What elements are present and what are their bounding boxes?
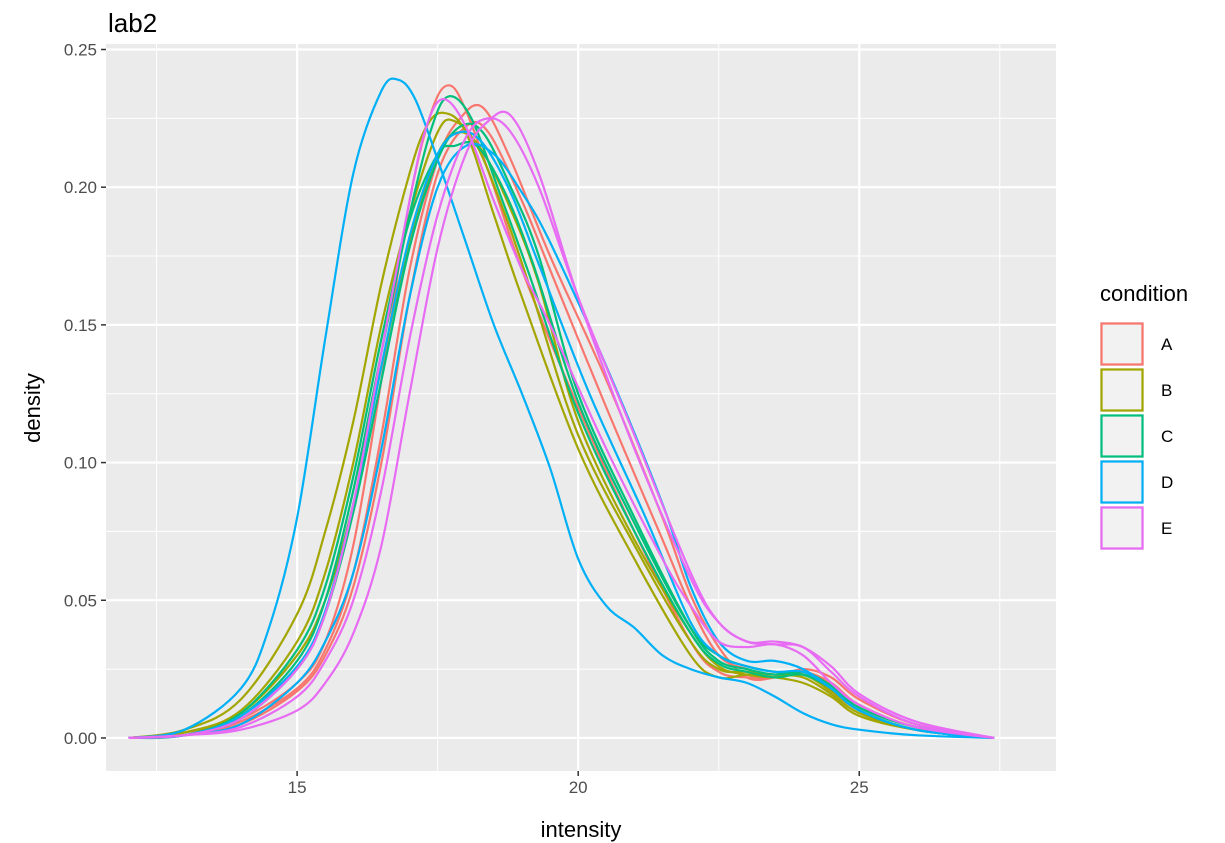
x-axis-title: intensity bbox=[541, 817, 622, 842]
density-curve-e-15 bbox=[128, 110, 995, 740]
legend-key-b bbox=[1100, 368, 1144, 412]
legend-key-c bbox=[1100, 414, 1144, 458]
legend-key-bg bbox=[1100, 506, 1144, 550]
legend-label-e: E bbox=[1161, 519, 1172, 538]
y-tick-label: 0.25 bbox=[64, 41, 97, 60]
y-tick-label: 0.15 bbox=[64, 316, 97, 335]
density-curve-d-11 bbox=[128, 142, 995, 740]
legend-key-bg bbox=[1100, 322, 1144, 366]
y-tick-label: 0.10 bbox=[64, 454, 97, 473]
x-tick-label: 15 bbox=[288, 778, 307, 797]
y-tick-label: 0.20 bbox=[64, 178, 97, 197]
y-tick-label: 0.05 bbox=[64, 591, 97, 610]
legend-label-a: A bbox=[1161, 335, 1173, 354]
legend: condition A B C D E bbox=[1100, 281, 1188, 550]
legend-key-bg bbox=[1100, 460, 1144, 504]
axes: 15 20 25 0.00 0.05 0.10 0.15 0.20 0.25 bbox=[64, 41, 869, 797]
legend-key-d bbox=[1100, 460, 1144, 504]
density-curve-b-4 bbox=[128, 111, 995, 740]
legend-key-bg bbox=[1100, 414, 1144, 458]
legend-key-e bbox=[1100, 506, 1144, 550]
chart-title: lab2 bbox=[108, 8, 157, 38]
density-curve-e-13 bbox=[128, 97, 995, 740]
x-tick-label: 25 bbox=[850, 778, 869, 797]
density-curve-a-2 bbox=[128, 103, 995, 740]
legend-key-bg bbox=[1100, 368, 1144, 412]
density-curve-c-9 bbox=[128, 141, 995, 740]
density-curve-b-5 bbox=[128, 118, 995, 740]
legend-title: condition bbox=[1100, 281, 1188, 306]
y-tick-label: 0.00 bbox=[64, 729, 97, 748]
density-curve-d-10 bbox=[128, 77, 995, 740]
density-curves bbox=[128, 77, 995, 740]
legend-label-c: C bbox=[1161, 427, 1173, 446]
x-tick-label: 20 bbox=[569, 778, 588, 797]
legend-label-d: D bbox=[1161, 473, 1173, 492]
legend-key-a bbox=[1100, 322, 1144, 366]
y-axis-title: density bbox=[20, 373, 45, 443]
legend-label-b: B bbox=[1161, 381, 1172, 400]
